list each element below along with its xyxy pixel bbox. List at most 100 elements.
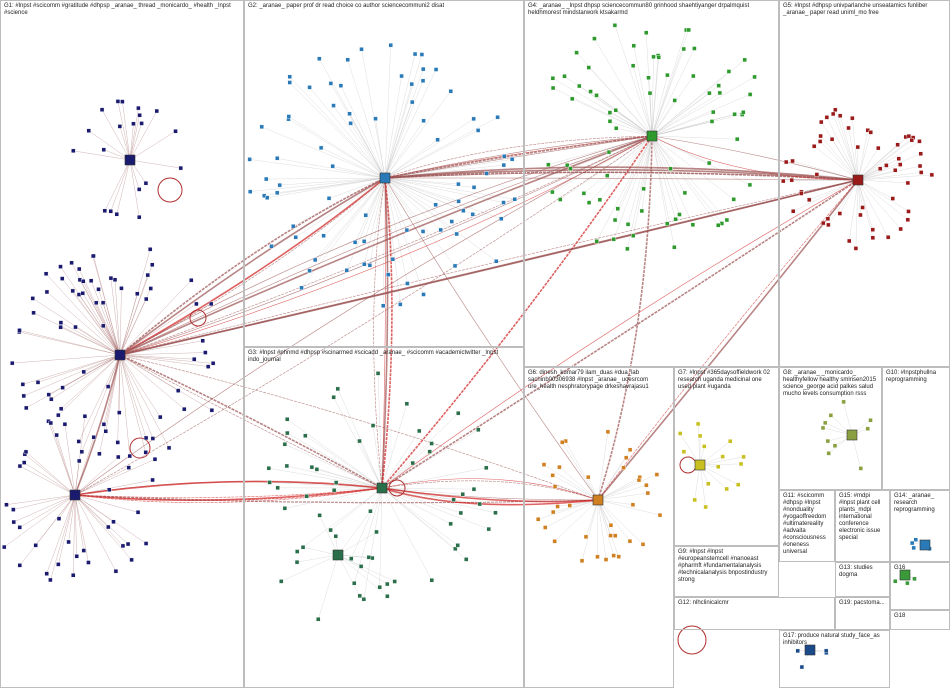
node — [11, 507, 16, 512]
node — [752, 74, 757, 80]
node — [101, 323, 106, 329]
edge — [627, 135, 653, 249]
node — [607, 110, 613, 115]
edge — [616, 128, 653, 137]
edge — [381, 487, 474, 490]
node — [203, 350, 208, 355]
edge — [122, 101, 131, 161]
node — [189, 278, 194, 283]
node — [697, 433, 703, 439]
node — [592, 36, 597, 41]
edge — [104, 159, 131, 211]
node — [898, 226, 903, 232]
edge — [119, 354, 170, 448]
node — [625, 246, 630, 252]
node — [363, 213, 368, 218]
edge — [60, 322, 121, 356]
edge — [330, 83, 386, 179]
edge — [793, 179, 859, 212]
edge — [384, 177, 497, 262]
edge — [553, 499, 599, 513]
edge — [129, 123, 142, 161]
edge — [129, 123, 134, 161]
node — [143, 435, 149, 441]
inter-group-edge — [384, 177, 599, 501]
edge — [545, 499, 599, 528]
node — [56, 562, 61, 567]
group-box: G18 — [890, 610, 950, 630]
edge — [119, 354, 214, 364]
node — [2, 544, 7, 550]
node — [392, 579, 397, 584]
node — [630, 502, 636, 507]
node — [631, 43, 636, 48]
node — [137, 214, 142, 220]
node — [361, 597, 367, 602]
edge — [83, 281, 121, 356]
edge — [826, 117, 859, 181]
edge — [119, 354, 185, 410]
edge — [381, 487, 458, 546]
node — [70, 288, 75, 294]
edge — [651, 135, 686, 193]
edge — [651, 135, 738, 140]
node — [607, 119, 613, 124]
edge — [79, 279, 121, 356]
node — [385, 581, 390, 587]
node — [417, 428, 422, 434]
node — [594, 93, 599, 98]
edge — [381, 487, 467, 560]
node — [326, 196, 332, 201]
edge — [651, 48, 695, 137]
inter-group-edge — [119, 135, 653, 356]
node — [543, 525, 548, 530]
edge — [857, 179, 909, 212]
edge — [843, 401, 853, 436]
node — [825, 216, 831, 221]
node — [73, 324, 78, 330]
node — [858, 212, 863, 218]
node — [388, 42, 393, 48]
node — [367, 263, 373, 268]
edge — [62, 354, 121, 388]
inter-group-edge — [74, 354, 121, 496]
inter-group-edge — [651, 135, 859, 181]
node — [686, 27, 691, 33]
node — [672, 245, 677, 250]
edge — [24, 454, 76, 496]
node — [608, 523, 614, 528]
edge — [19, 330, 121, 356]
edge — [287, 432, 383, 489]
edge — [364, 177, 386, 265]
edge — [264, 177, 386, 196]
node — [427, 449, 432, 454]
group-box: G11: #scicomm #dhpsp #lnpst #nonduality … — [779, 490, 835, 562]
node — [613, 108, 618, 113]
node — [494, 258, 499, 264]
group-label: G3: #lnpst #phnmd #dhpsp #scinarmed #sci… — [248, 350, 499, 363]
edge — [572, 98, 653, 137]
node — [877, 166, 883, 171]
edge — [384, 102, 413, 179]
edge — [74, 494, 147, 544]
node — [595, 554, 600, 560]
node — [630, 63, 636, 68]
node — [475, 128, 481, 133]
edge — [857, 179, 893, 199]
node — [409, 81, 414, 87]
node — [377, 584, 382, 590]
edge — [284, 444, 383, 489]
node — [208, 301, 214, 307]
node — [116, 454, 121, 460]
group-label: G17: produce natural study_face_as inhib… — [783, 633, 880, 646]
edge — [651, 112, 744, 137]
node — [837, 113, 843, 119]
node — [747, 92, 753, 97]
node — [438, 227, 443, 233]
edge — [384, 76, 402, 179]
edge — [99, 354, 121, 454]
node — [795, 648, 800, 654]
node — [870, 235, 876, 241]
node — [484, 171, 489, 176]
